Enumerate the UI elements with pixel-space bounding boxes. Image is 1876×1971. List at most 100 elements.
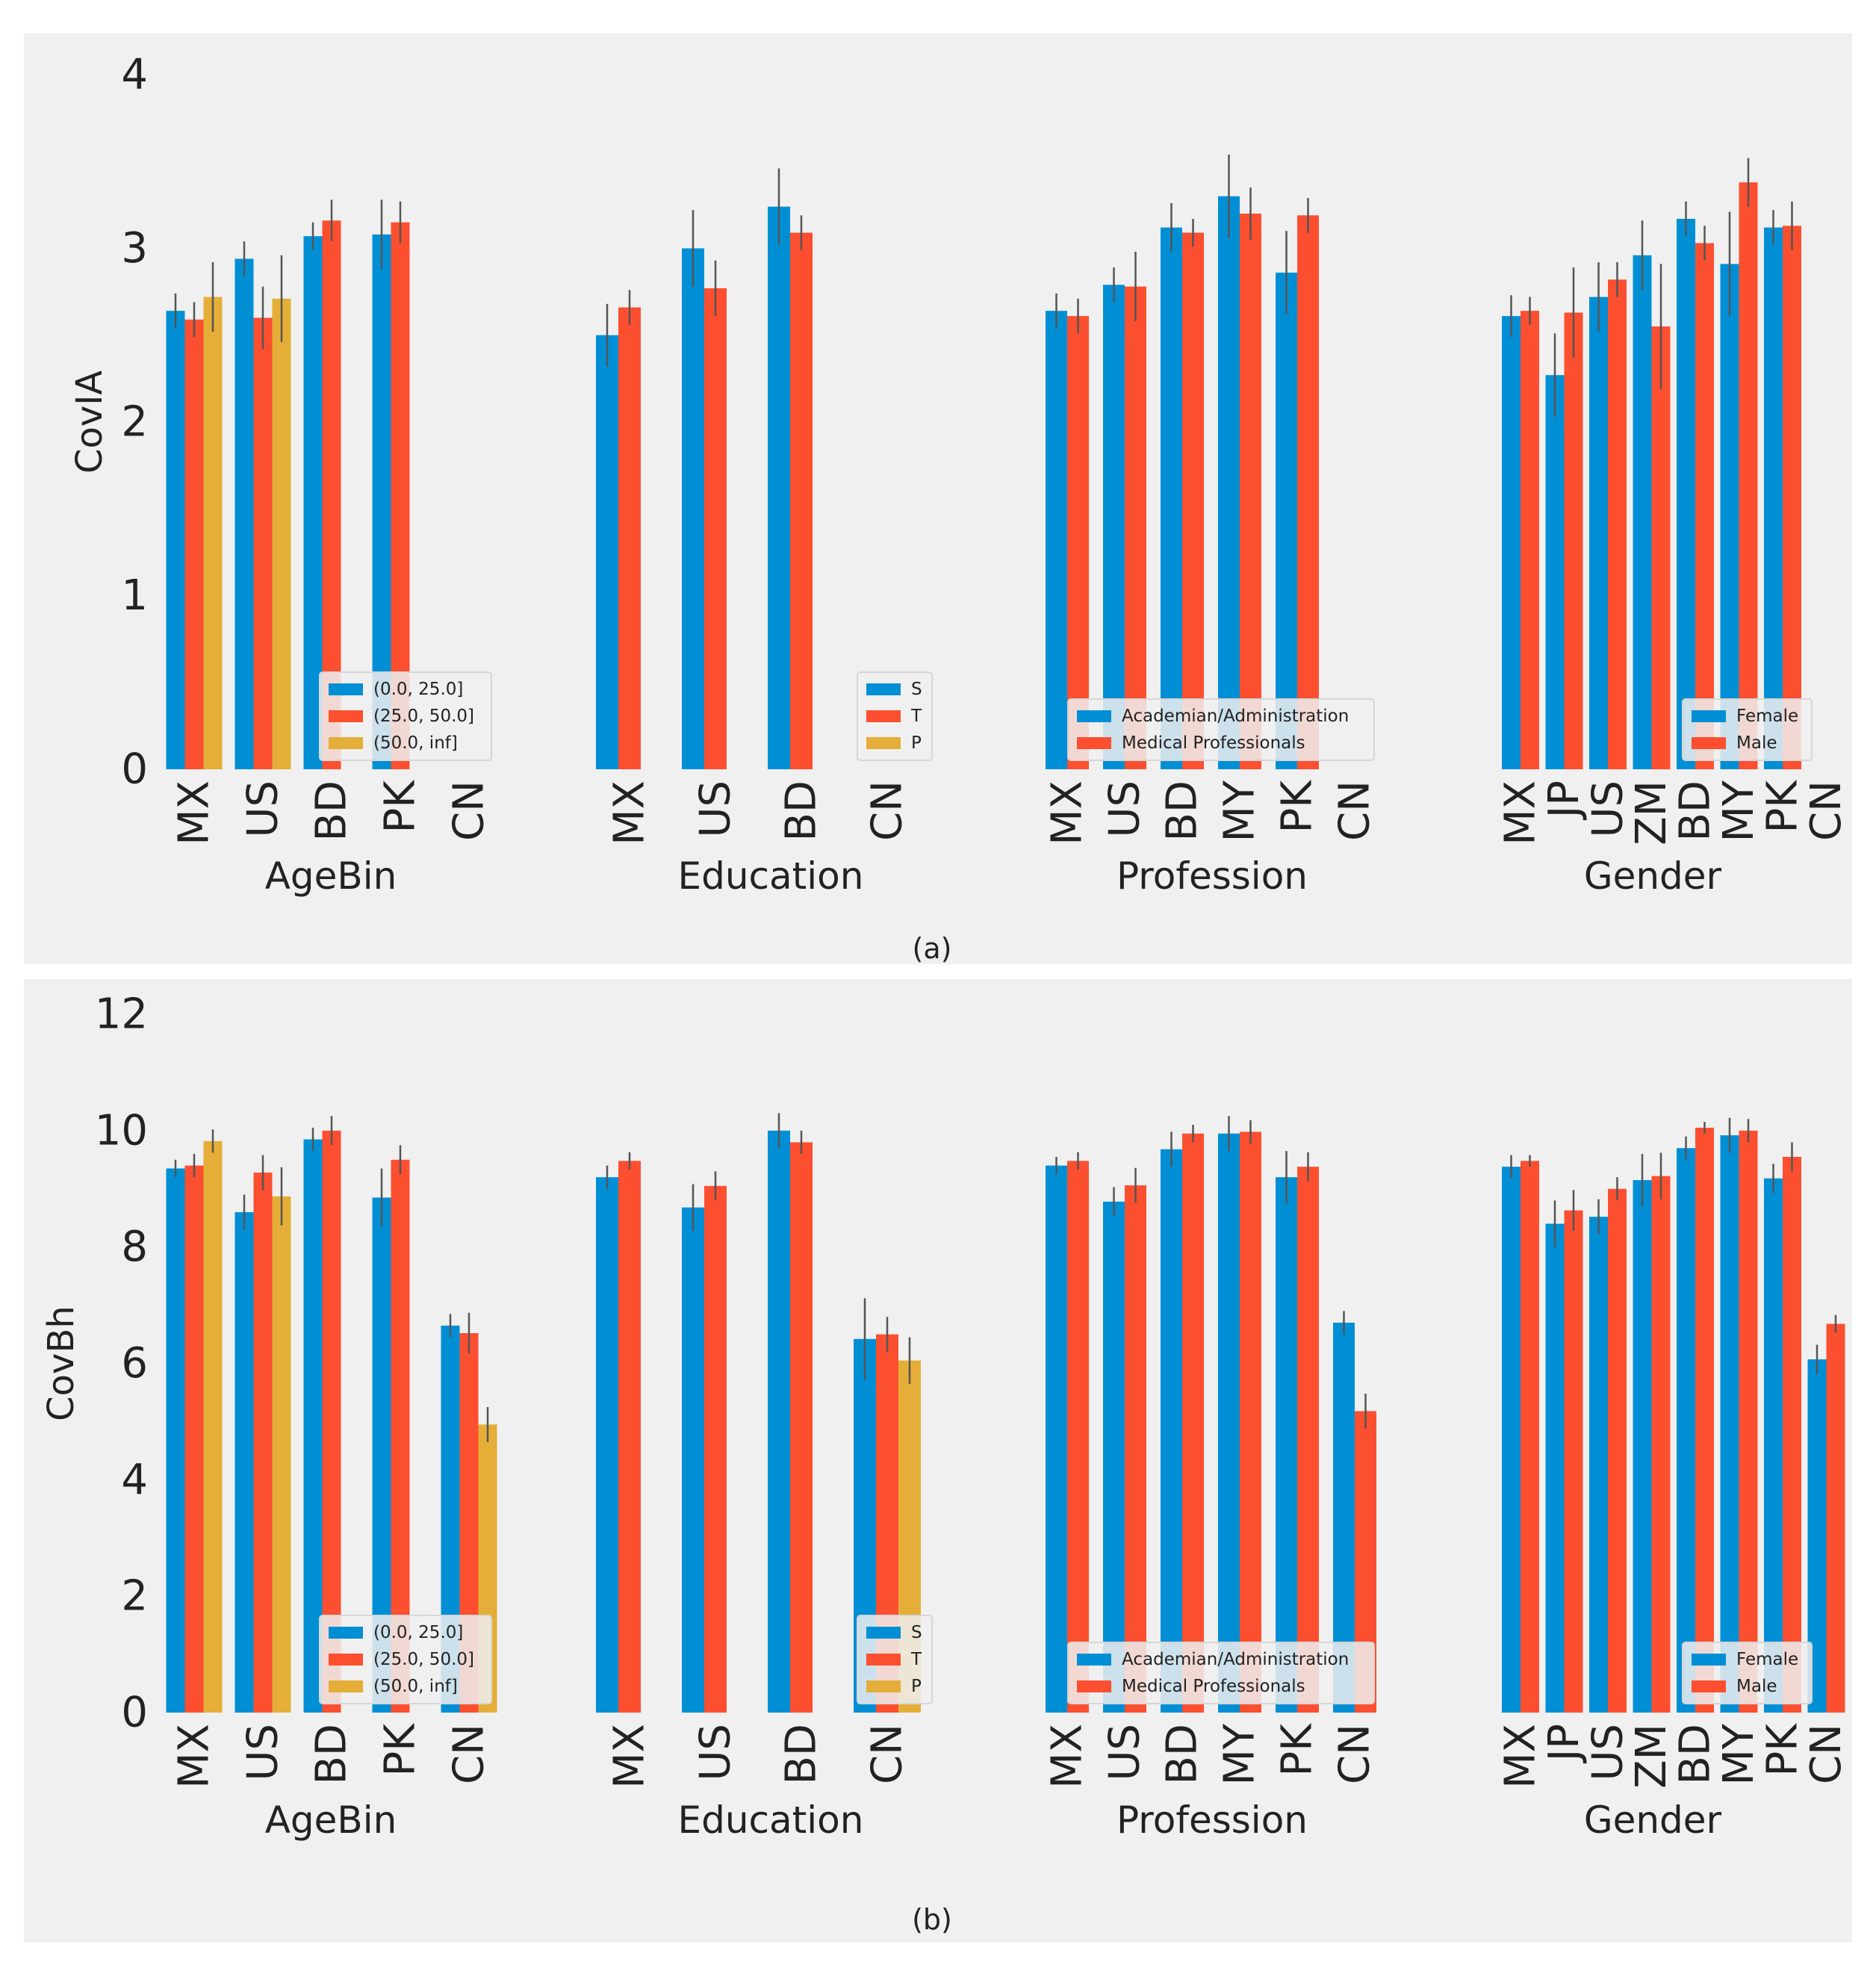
bar-bd-series-2 (790, 1142, 813, 1713)
bar-mx-series-3 (203, 1140, 223, 1713)
category-label-mx: MX (1497, 1724, 1545, 1789)
legend-label: Male (1736, 733, 1777, 753)
bar-mx-series-2 (184, 319, 204, 769)
panel-education: MX US BD CN Education STP (596, 168, 933, 898)
bar-mx-series-1 (166, 1168, 185, 1713)
bar-pk-series-1 (1764, 1178, 1783, 1713)
panel-x-label: AgeBin (265, 1798, 397, 1842)
category-label-mx: MX (1497, 780, 1545, 845)
bar-us-series-1 (1589, 297, 1608, 770)
y-tick-label: 3 (121, 224, 148, 273)
category-label-bd: BD (308, 1724, 356, 1785)
category-label-bd: BD (1671, 780, 1720, 842)
panel-x-label: Profession (1116, 854, 1308, 898)
bar-us-series-2 (1608, 279, 1627, 770)
y-tick-label: 1 (121, 571, 148, 620)
bar-mx-series-1 (1046, 1165, 1067, 1713)
legend-swatch-1 (1692, 710, 1726, 722)
category-label-my: MY (1715, 780, 1763, 842)
category-label-pk: PK (1759, 1723, 1807, 1777)
category-label-bd: BD (777, 780, 826, 842)
category-label-us: US (239, 780, 288, 838)
panel-x-label: Profession (1116, 1798, 1308, 1842)
legend: Female Male (1682, 698, 1813, 761)
bar-mx-series-1 (166, 311, 185, 769)
legend-label: T (910, 1650, 922, 1669)
bar-us-series-1 (1589, 1217, 1608, 1713)
legend-label: Male (1736, 1677, 1777, 1696)
bar-pk-series-2 (1297, 215, 1319, 769)
bar-mx-series-2 (1521, 311, 1539, 769)
bar-jp-series-1 (1545, 375, 1565, 770)
category-label-us: US (1101, 1724, 1149, 1781)
legend-swatch-3 (866, 737, 901, 749)
legend: (0.0, 25.0] (25.0, 50.0] (50.0, inf] (319, 1615, 492, 1704)
legend-label: (50.0, inf] (373, 733, 458, 753)
legend-label: Academian/Administration (1122, 707, 1349, 726)
legend-swatch-2 (1692, 737, 1726, 749)
legend-swatch-1 (329, 683, 363, 695)
bar-mx-series-1 (1502, 316, 1521, 769)
legend-swatch-2 (1077, 737, 1111, 749)
legend-label: (25.0, 50.0] (373, 707, 474, 726)
category-label-cn: CN (863, 780, 912, 841)
legend-label: Female (1736, 1650, 1798, 1669)
category-label-cn: CN (1331, 1724, 1379, 1784)
category-label-cn: CN (1802, 1724, 1851, 1784)
y-tick-label: 4 (121, 51, 148, 99)
bar-bd-series-1 (1677, 1148, 1695, 1713)
legend-swatch-2 (866, 1654, 901, 1666)
legend-swatch-1 (1077, 710, 1111, 722)
legend-swatch-1 (329, 1627, 363, 1639)
category-label-us: US (1101, 780, 1149, 838)
bar-us-series-3 (272, 298, 291, 769)
bar-mx-series-2 (1521, 1161, 1539, 1713)
y-tick-label: 0 (121, 745, 148, 794)
bar-bd-series-1 (1677, 218, 1695, 770)
bar-jp-series-2 (1564, 1210, 1583, 1713)
category-label-bd: BD (1158, 780, 1207, 842)
legend: Academian/Administration Medical Professi… (1067, 698, 1375, 761)
y-tick-label: 2 (121, 1572, 148, 1621)
legend-label: (0.0, 25.0] (373, 1623, 463, 1642)
bar-mx-series-2 (618, 1161, 641, 1713)
legend-swatch-1 (866, 1627, 901, 1639)
category-label-bd: BD (1671, 1724, 1720, 1785)
category-label-zm: ZM (1627, 780, 1676, 845)
bar-pk-series-1 (1276, 1177, 1297, 1713)
bar-my-series-2 (1739, 182, 1758, 769)
bar-mx-series-2 (184, 1165, 204, 1713)
legend-box (1067, 1642, 1375, 1704)
category-label-mx: MX (606, 1724, 654, 1789)
bar-bd-series-1 (1161, 1149, 1182, 1713)
legend: (0.0, 25.0] (25.0, 50.0] (50.0, inf] (319, 671, 492, 761)
bar-zm-series-1 (1633, 255, 1652, 769)
bar-bd-series-2 (1182, 1133, 1204, 1713)
bar-my-series-2 (1739, 1130, 1758, 1713)
category-label-jp: JP (1540, 780, 1588, 820)
legend-label: Academian/Administration (1122, 1650, 1349, 1669)
bar-mx-series-1 (1502, 1167, 1521, 1713)
y-tick-label: 6 (121, 1339, 148, 1388)
category-label-pk: PK (1273, 780, 1322, 834)
bar-bd-series-2 (1182, 232, 1204, 769)
category-label-cn: CN (1802, 780, 1851, 841)
bar-jp-series-2 (1564, 312, 1583, 769)
bar-us-series-2 (253, 317, 273, 769)
chart-caption: (b) (912, 1903, 952, 1936)
panel-profession: MX US BD MY PK CN Profession Academian/Administ… (1043, 1116, 1379, 1842)
legend-swatch-3 (329, 737, 363, 749)
category-label-cn: CN (445, 1724, 494, 1784)
bar-mx-series-3 (203, 297, 223, 770)
bar-us-series-3 (272, 1196, 291, 1713)
legend-label: Medical Professionals (1122, 733, 1305, 753)
bar-us-series-2 (1125, 286, 1146, 769)
legend-label: (0.0, 25.0] (373, 680, 463, 699)
legend: Female Male (1682, 1642, 1813, 1704)
legend-label: T (910, 707, 922, 726)
category-label-bd: BD (777, 1724, 826, 1785)
bar-us-series-1 (234, 258, 254, 769)
panel-x-label: AgeBin (265, 854, 397, 898)
